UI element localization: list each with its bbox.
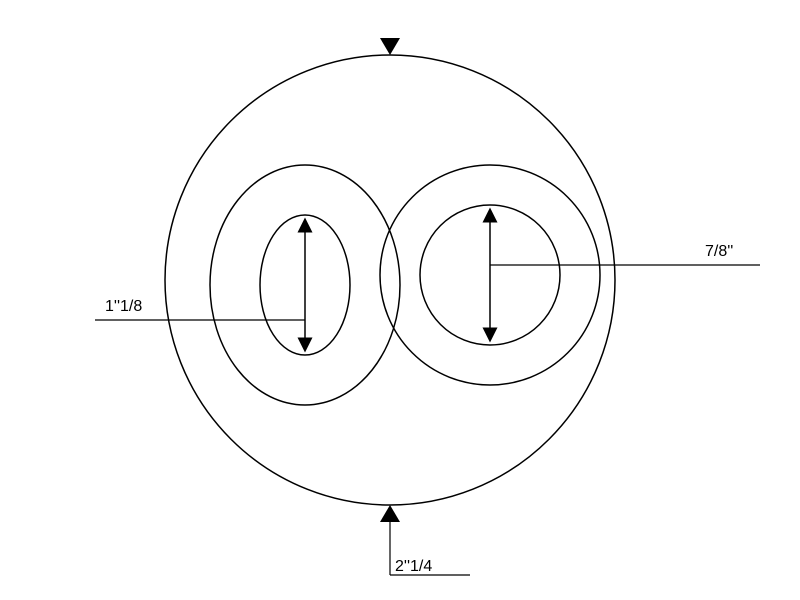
bottom-dimension-label: 2''1/4 xyxy=(395,558,432,576)
technical-diagram: 1''1/8 7/8'' 2''1/4 xyxy=(0,0,800,600)
top-marker xyxy=(380,38,400,55)
bottom-marker xyxy=(380,505,400,522)
left-dimension-label: 1''1/8 xyxy=(105,298,142,316)
outer-circle xyxy=(165,55,615,505)
right-dimension-label: 7/8'' xyxy=(705,243,733,261)
